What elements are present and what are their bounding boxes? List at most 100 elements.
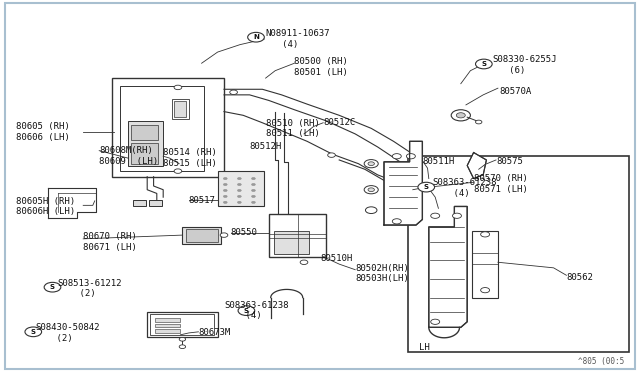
- Text: S08430-50842
    (2): S08430-50842 (2): [35, 323, 100, 343]
- Text: ^805 (00:5: ^805 (00:5: [578, 357, 624, 366]
- Text: 80605 (RH)
80606 (LH): 80605 (RH) 80606 (LH): [16, 122, 70, 142]
- Ellipse shape: [252, 195, 255, 198]
- Bar: [155, 318, 180, 322]
- Text: 80517: 80517: [189, 196, 216, 205]
- Ellipse shape: [456, 113, 465, 118]
- Text: 80514 (RH)
80515 (LH): 80514 (RH) 80515 (LH): [163, 148, 217, 168]
- Ellipse shape: [365, 207, 377, 214]
- Ellipse shape: [25, 327, 42, 337]
- Ellipse shape: [179, 345, 186, 349]
- Text: 80673M: 80673M: [198, 328, 230, 337]
- Text: S08363-61238
    (4): S08363-61238 (4): [224, 301, 289, 320]
- Ellipse shape: [237, 195, 241, 198]
- Text: 80500 (RH)
80501 (LH): 80500 (RH) 80501 (LH): [294, 57, 348, 77]
- Ellipse shape: [252, 183, 255, 186]
- Text: 80609  (LH): 80609 (LH): [99, 157, 158, 166]
- Text: 80502H(RH)
80503H(LH): 80502H(RH) 80503H(LH): [355, 264, 409, 283]
- Bar: [147, 312, 218, 337]
- Bar: [128, 121, 163, 166]
- Bar: [133, 200, 146, 206]
- Text: 80510H: 80510H: [320, 254, 352, 263]
- Text: 80575: 80575: [496, 157, 523, 166]
- Text: N08911-10637
   (4): N08911-10637 (4): [266, 29, 330, 49]
- Ellipse shape: [406, 154, 415, 159]
- Bar: [182, 227, 221, 244]
- Text: 80512H: 80512H: [250, 142, 282, 151]
- Bar: [149, 200, 162, 206]
- Ellipse shape: [220, 233, 228, 237]
- Ellipse shape: [368, 188, 374, 192]
- Ellipse shape: [174, 85, 182, 90]
- Polygon shape: [467, 153, 486, 179]
- Bar: [172, 99, 189, 119]
- Ellipse shape: [223, 177, 227, 180]
- Ellipse shape: [238, 306, 255, 315]
- Text: S: S: [50, 284, 55, 290]
- Text: 80605H (RH)
80606H (LH): 80605H (RH) 80606H (LH): [16, 197, 75, 216]
- Ellipse shape: [476, 120, 482, 124]
- Ellipse shape: [237, 189, 241, 192]
- Text: N: N: [253, 34, 259, 40]
- Text: 80608M(RH): 80608M(RH): [99, 146, 153, 155]
- Bar: [218, 171, 264, 206]
- Ellipse shape: [481, 288, 490, 293]
- Polygon shape: [429, 206, 467, 327]
- Text: S08330-6255J
   (6): S08330-6255J (6): [493, 55, 557, 75]
- Bar: [120, 86, 204, 171]
- Text: S: S: [424, 184, 429, 190]
- Ellipse shape: [237, 201, 241, 203]
- Ellipse shape: [237, 183, 241, 186]
- Text: 80562: 80562: [566, 273, 593, 282]
- Ellipse shape: [452, 213, 461, 218]
- Ellipse shape: [223, 183, 227, 186]
- Bar: [112, 78, 224, 177]
- Text: 80550: 80550: [230, 228, 257, 237]
- Text: S: S: [31, 329, 36, 335]
- Bar: [186, 229, 218, 242]
- Ellipse shape: [300, 260, 308, 264]
- Ellipse shape: [364, 160, 378, 168]
- Ellipse shape: [223, 201, 227, 203]
- Text: 80512C: 80512C: [323, 118, 355, 127]
- Ellipse shape: [179, 337, 186, 341]
- Ellipse shape: [223, 189, 227, 192]
- Text: 80570 (RH)
80571 (LH): 80570 (RH) 80571 (LH): [474, 174, 527, 194]
- Bar: [155, 329, 180, 333]
- Bar: [269, 214, 326, 257]
- Bar: [408, 156, 629, 352]
- Ellipse shape: [223, 195, 227, 198]
- Text: LH: LH: [419, 343, 430, 352]
- Ellipse shape: [418, 182, 435, 192]
- Ellipse shape: [364, 186, 378, 194]
- Text: S: S: [244, 308, 249, 314]
- Ellipse shape: [286, 227, 294, 231]
- Bar: [131, 143, 158, 164]
- Ellipse shape: [368, 162, 374, 166]
- Bar: [472, 231, 498, 298]
- Ellipse shape: [230, 90, 237, 94]
- Ellipse shape: [392, 219, 401, 224]
- Text: 80511H: 80511H: [422, 157, 454, 166]
- Ellipse shape: [481, 232, 490, 237]
- Ellipse shape: [248, 32, 264, 42]
- Ellipse shape: [174, 169, 182, 173]
- Text: S08513-61212
    (2): S08513-61212 (2): [58, 279, 122, 298]
- Ellipse shape: [328, 153, 335, 157]
- Text: S: S: [481, 61, 486, 67]
- Text: 80570A: 80570A: [499, 87, 531, 96]
- Text: 80510 (RH)
80511 (LH): 80510 (RH) 80511 (LH): [266, 119, 319, 138]
- Text: 80670 (RH)
80671 (LH): 80670 (RH) 80671 (LH): [83, 232, 137, 251]
- Ellipse shape: [44, 282, 61, 292]
- Ellipse shape: [237, 177, 241, 180]
- Ellipse shape: [252, 201, 255, 203]
- Bar: [150, 314, 214, 335]
- Ellipse shape: [392, 154, 401, 159]
- Bar: [155, 324, 180, 327]
- Ellipse shape: [431, 213, 440, 218]
- Bar: [274, 231, 309, 254]
- Ellipse shape: [451, 110, 470, 121]
- Polygon shape: [384, 141, 422, 225]
- Bar: [131, 125, 158, 140]
- Ellipse shape: [476, 59, 492, 69]
- Ellipse shape: [431, 319, 440, 324]
